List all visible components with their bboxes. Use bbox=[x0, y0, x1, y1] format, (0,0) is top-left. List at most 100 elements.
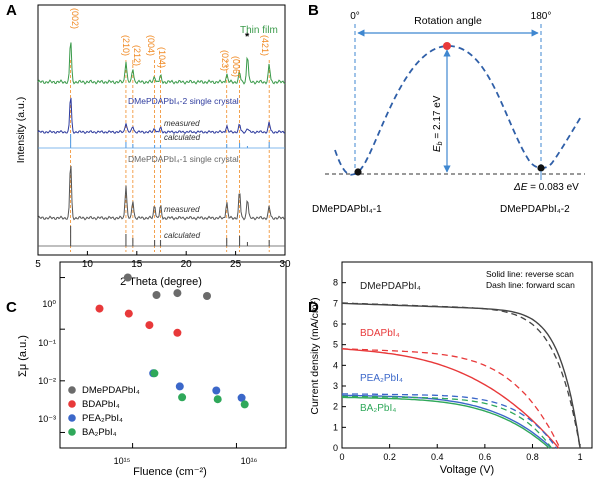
scatter-point-s1-p2 bbox=[145, 321, 154, 330]
thin-film-label: Thin film bbox=[240, 25, 278, 36]
a-xtick-label-5: 30 bbox=[279, 259, 291, 270]
panel-c-ticks bbox=[60, 277, 237, 448]
panel-d-ticks: 0 1 2 3 4 5 6 7 8 0 0.2 0.4 0.6 0.8 1 bbox=[333, 278, 583, 462]
panel-c-legend: DMePDAPbI₄ BDAPbI₄ PEA₂PbI₄ BA₂PbI₄ bbox=[68, 385, 140, 438]
panel-d-letter: D bbox=[308, 299, 319, 316]
curve-label-dmepda: DMePDAPbI₄ bbox=[360, 281, 421, 292]
panel-a-peak-lines bbox=[70, 60, 270, 252]
peak-label-212: (212) bbox=[132, 45, 142, 66]
panel-c: C 10¹⁵ 10¹⁶ 10⁰ 10⁻¹ 10⁻² 10⁻³ Σμ (a.u.)… bbox=[6, 261, 287, 478]
panel-a-letter: A bbox=[6, 2, 17, 19]
panel-a-peak-labels: (002) (210) (212) (004) (104) (023) (006… bbox=[70, 8, 270, 77]
c-ytick-label-0: 10⁰ bbox=[42, 299, 56, 309]
panel-c-x-label: Fluence (cm⁻²) bbox=[133, 466, 207, 478]
c-xtick-label-1e16: 10¹⁶ bbox=[241, 456, 258, 466]
d-ytick-label-2: 2 bbox=[333, 402, 338, 412]
curve-label-ba: BA₂PbI₄ bbox=[360, 403, 396, 414]
panel-c-scatter-points bbox=[95, 273, 249, 409]
d-ytick-label-7: 7 bbox=[333, 298, 338, 308]
panel-a-x-ticks: 5 10 15 20 25 30 bbox=[35, 251, 291, 270]
panel-b: B 0° 180° Rotation angle Eb = 2.17 eV ΔE… bbox=[308, 2, 585, 215]
d-ytick-label-4: 4 bbox=[333, 360, 338, 370]
state2-label: DMePDAPbI₄-2 bbox=[500, 204, 570, 215]
jv-forward-curve-0 bbox=[341, 302, 581, 449]
d-xtick-label-3: 0.6 bbox=[479, 452, 492, 462]
crystal1-calculated-label: calculated bbox=[164, 231, 201, 240]
legend-marker-bda bbox=[68, 400, 76, 408]
d-ytick-label-6: 6 bbox=[333, 319, 338, 329]
a-xtick-label-1: 10 bbox=[82, 259, 94, 270]
scatter-point-s0-p3 bbox=[203, 292, 211, 300]
peak-label-104: (104) bbox=[157, 47, 167, 68]
scatter-point-s2-p3 bbox=[237, 393, 246, 402]
d-ytick-label-5: 5 bbox=[333, 340, 338, 350]
jv-reverse-curve-2 bbox=[341, 394, 552, 449]
barrier-label: Eb = 2.17 eV bbox=[432, 95, 444, 152]
peak-label-421: (421) bbox=[260, 35, 270, 56]
scatter-point-s3-p1 bbox=[178, 393, 187, 402]
panel-b-letter: B bbox=[308, 2, 319, 19]
crystal2-calculated-label: calculated bbox=[164, 133, 201, 142]
a-xtick-label-4: 25 bbox=[230, 259, 242, 270]
panel-a-frame bbox=[37, 4, 286, 256]
scatter-point-s1-p3 bbox=[173, 328, 182, 337]
scatter-point-s0-p1 bbox=[152, 291, 161, 299]
jv-reverse-curve-0 bbox=[341, 302, 581, 449]
scatter-point-s1-p1 bbox=[124, 309, 133, 318]
panel-a-y-label: Intensity (a.u.) bbox=[15, 97, 27, 164]
c-ytick-label-2: 10⁻² bbox=[38, 376, 56, 386]
panel-c-letter: C bbox=[6, 299, 17, 316]
panel-a-traces bbox=[37, 42, 286, 247]
scatter-point-s0-p0 bbox=[123, 273, 132, 282]
c-xtick-label-1e15: 10¹⁵ bbox=[114, 456, 131, 466]
panel-d-x-label: Voltage (V) bbox=[440, 464, 494, 476]
d-ytick-label-1: 1 bbox=[333, 422, 338, 432]
scatter-point-s3-p3 bbox=[240, 400, 249, 409]
angle-end-label: 180° bbox=[531, 11, 552, 22]
state1-point bbox=[354, 168, 362, 176]
a-xtick-label-0: 5 bbox=[35, 259, 41, 270]
panel-a: A 5 10 15 20 25 30 (002) (210) (212) (004) (1… bbox=[6, 2, 291, 288]
crystal1-measured-trace bbox=[37, 165, 286, 221]
panel-d-curves bbox=[341, 302, 581, 449]
peak-label-002: (002) bbox=[70, 8, 80, 29]
scatter-point-s3-p2 bbox=[213, 395, 222, 404]
d-ytick-label-8: 8 bbox=[333, 278, 338, 288]
jv-reverse-curve-1 bbox=[341, 348, 560, 449]
legend-marker-dmepda bbox=[68, 386, 76, 394]
delta-e-label: ΔE = 0.083 eV bbox=[513, 182, 579, 193]
d-xtick-label-2: 0.4 bbox=[431, 452, 444, 462]
peak-label-210: (210) bbox=[121, 35, 131, 56]
scatter-point-s1-p0 bbox=[95, 304, 104, 313]
c-ytick-label-3: 10⁻³ bbox=[38, 414, 56, 424]
rotation-angle-label: Rotation angle bbox=[414, 15, 482, 27]
curve-label-bda: BDAPbI₄ bbox=[360, 328, 400, 339]
scatter-point-s2-p1 bbox=[175, 382, 184, 391]
d-xtick-label-4: 0.8 bbox=[526, 452, 539, 462]
crystal2-label: DMePDAPbI₄-2 single crystal bbox=[128, 96, 239, 106]
state1-label: DMePDAPbI₄-1 bbox=[312, 204, 382, 215]
legend-label-ba: BA₂PbI₄ bbox=[82, 427, 117, 438]
panel-a-x-label: 2 Theta (degree) bbox=[120, 276, 202, 288]
legend-label-pea: PEA₂PbI₄ bbox=[82, 413, 123, 424]
a-xtick-label-2: 15 bbox=[131, 259, 143, 270]
panel-d: D 0 1 2 3 4 5 6 7 8 0 0.2 0.4 0.6 0.8 1 Solid line: re… bbox=[308, 261, 593, 476]
legend-label-dmepda: DMePDAPbI₄ bbox=[82, 385, 140, 396]
star-marker: * bbox=[245, 31, 250, 43]
peak-label-023: (023) bbox=[220, 50, 230, 71]
panel-d-y-label: Current density (mA/cm²) bbox=[309, 297, 321, 414]
legend-marker-ba bbox=[68, 428, 76, 436]
c-ytick-label-1: 10⁻¹ bbox=[38, 338, 56, 348]
scan-legend-dash: Dash line: forward scan bbox=[486, 280, 575, 290]
scatter-point-s0-p2 bbox=[173, 289, 182, 298]
scatter-point-s3-p0 bbox=[150, 369, 159, 378]
crystal2-measured-label: measured bbox=[164, 119, 200, 128]
legend-label-bda: BDAPbI₄ bbox=[82, 399, 120, 410]
energy-profile-curve bbox=[334, 45, 583, 176]
d-xtick-label-1: 0.2 bbox=[383, 452, 396, 462]
crystal1-label: DMePDAPbI₄-1 single crystal bbox=[128, 154, 239, 164]
scan-legend-solid: Solid line: reverse scan bbox=[486, 269, 574, 279]
panel-c-frame bbox=[59, 261, 287, 449]
d-ytick-label-0: 0 bbox=[333, 443, 338, 453]
a-xtick-label-3: 20 bbox=[181, 259, 193, 270]
